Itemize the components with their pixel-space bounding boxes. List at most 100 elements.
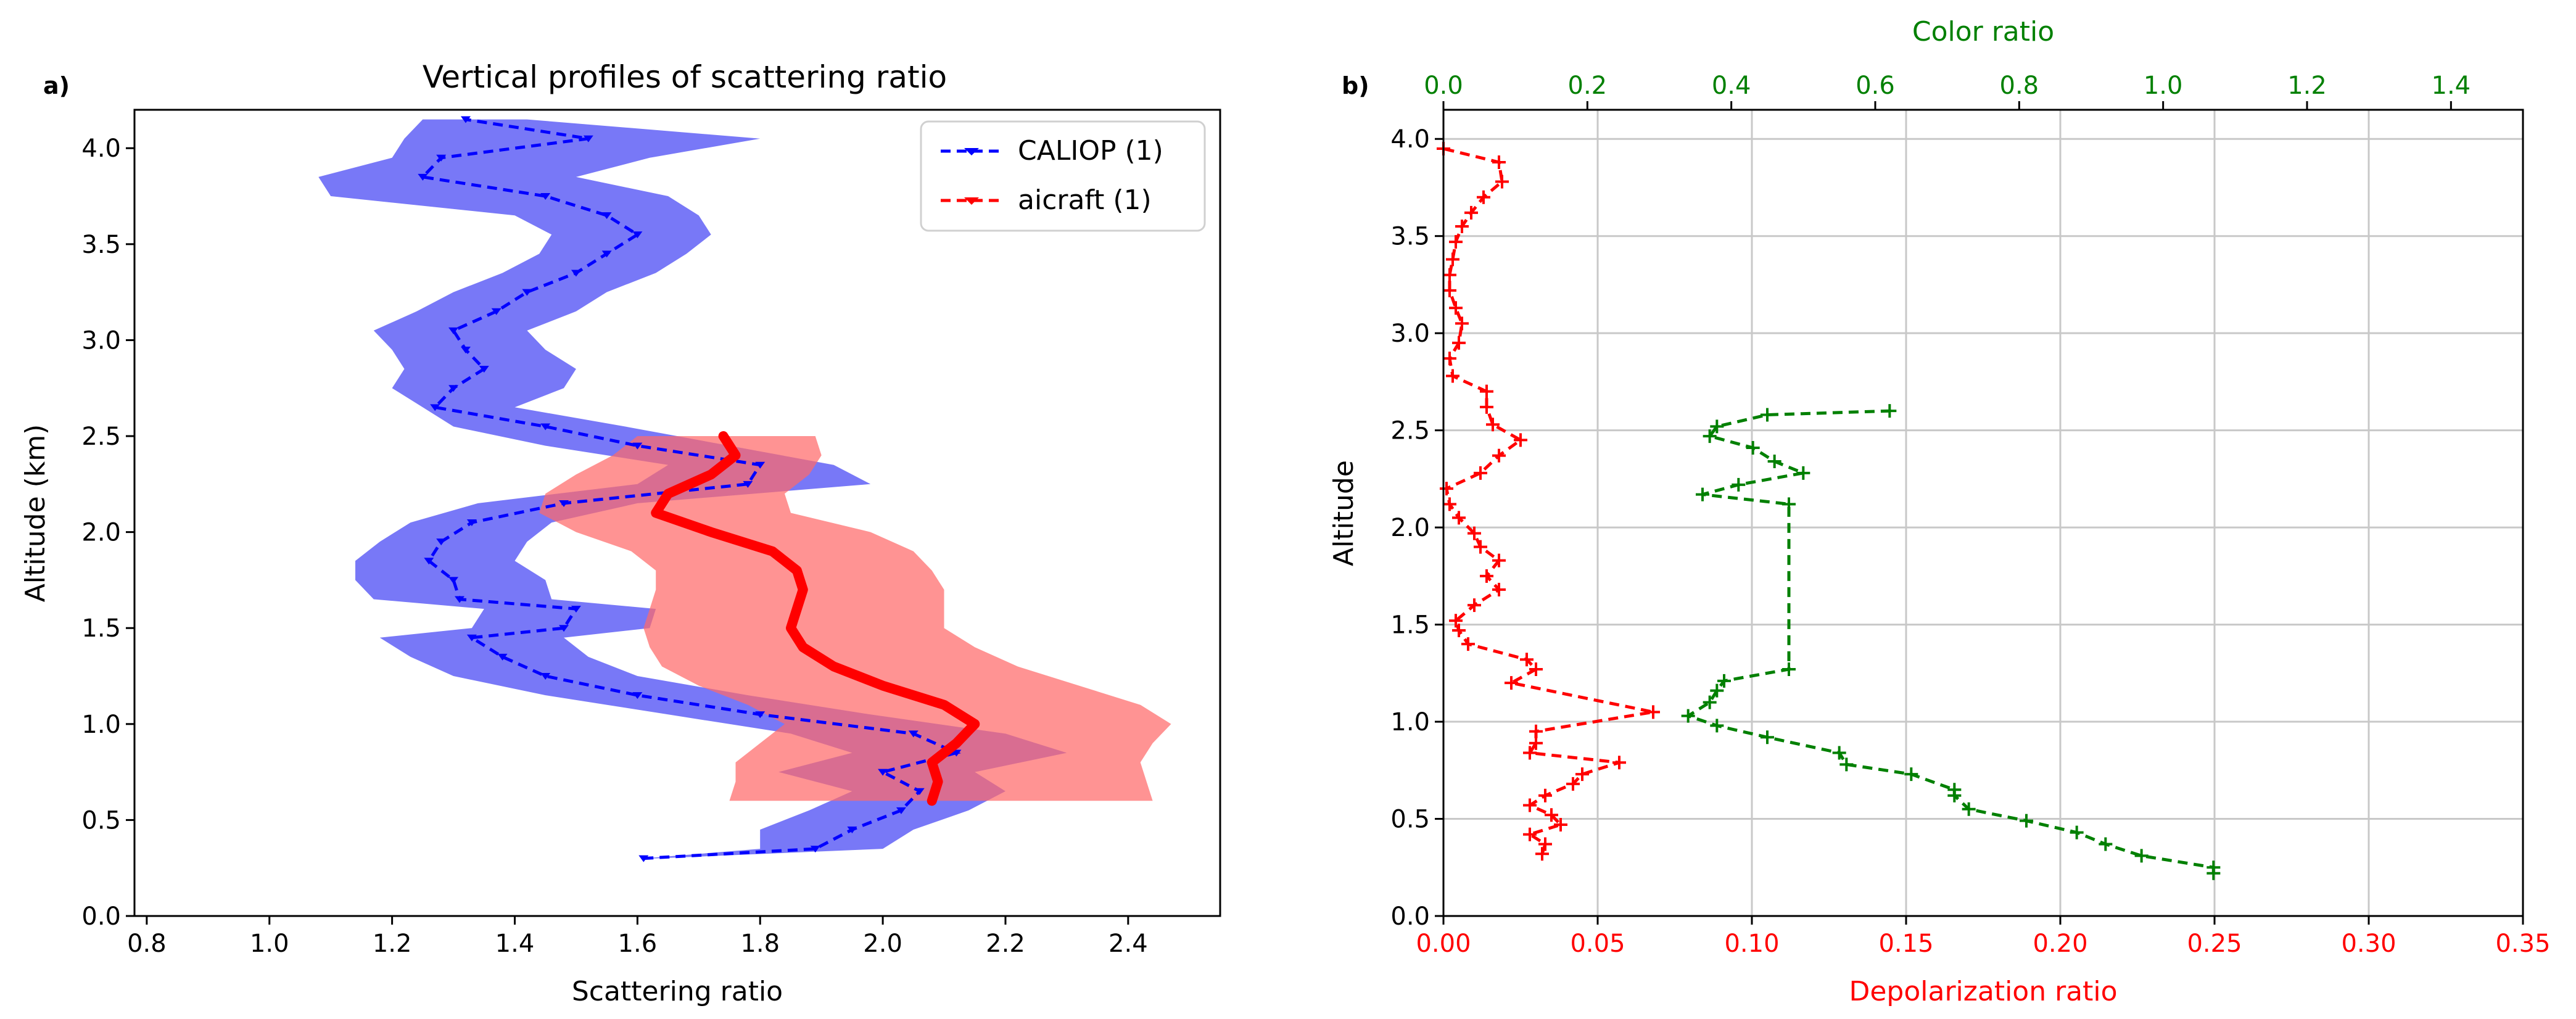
legend-marker-caliop xyxy=(964,148,979,155)
depolarization-point xyxy=(1575,767,1589,782)
depolarization-point xyxy=(1455,316,1469,331)
panel-b-x-ticks-top: 0.0 0.2 0.4 0.6 0.8 1.0 1.2 1.4 xyxy=(1424,72,2471,110)
depolarization-point xyxy=(1446,369,1459,383)
depolarization-point xyxy=(1446,252,1459,266)
x-tick-label: 1.0 xyxy=(250,930,289,958)
caliop-point xyxy=(908,730,919,738)
depolarization-point xyxy=(1486,418,1500,432)
panel-a-label: a) xyxy=(43,72,70,99)
caliop-point xyxy=(810,846,820,853)
caliop-point xyxy=(479,366,489,373)
color-ratio-point xyxy=(1703,695,1717,709)
caliop-point xyxy=(632,231,643,239)
depolarization-point xyxy=(1474,540,1487,554)
caliop-point xyxy=(755,711,766,719)
x-tick-label-bottom: 0.10 xyxy=(1724,930,1779,958)
y-tick-label: 3.0 xyxy=(81,326,121,355)
depolarization-point xyxy=(1529,662,1543,677)
y-tick-label: 2.5 xyxy=(1390,417,1430,445)
panel-a-x-ticks: 0.8 1.0 1.2 1.4 1.6 1.8 2.0 2.2 2.4 xyxy=(127,916,1148,958)
x-tick-label-top: 1.2 xyxy=(2287,72,2327,100)
caliop-point xyxy=(559,500,569,507)
x-tick-label: 1.4 xyxy=(495,930,535,958)
caliop-point xyxy=(522,289,532,296)
depolarization-point xyxy=(1480,384,1493,398)
depolarization-point xyxy=(1535,847,1549,861)
caliop-point xyxy=(896,807,906,814)
panel-a-axes-frame xyxy=(133,109,1221,917)
x-tick-label-bottom: 0.20 xyxy=(2033,930,2087,958)
panel-b-lines xyxy=(1437,141,2221,880)
x-tick-label-top: 0.6 xyxy=(1856,72,1895,100)
depolarization-profile-line xyxy=(1443,147,1654,854)
depolarization-point xyxy=(1505,676,1518,690)
caliop-point xyxy=(424,558,434,565)
y-tick-label: 2.0 xyxy=(81,519,121,547)
panel-b-axes-frame xyxy=(1442,109,2524,917)
caliop-point xyxy=(460,346,471,353)
panel-b-x-label-top: Color ratio xyxy=(1912,16,2054,47)
y-tick-label: 2.0 xyxy=(1390,514,1430,542)
caliop-point xyxy=(491,308,502,315)
depolarization-point xyxy=(1520,653,1534,667)
color-ratio-point xyxy=(1782,662,1796,677)
caliop-point xyxy=(638,855,649,862)
caliop-point xyxy=(571,606,581,613)
legend-marker-aircraft xyxy=(964,197,979,205)
color-ratio-point xyxy=(1732,477,1746,492)
depolarization-point xyxy=(1495,175,1509,189)
legend-frame xyxy=(920,120,1206,232)
depolarization-point xyxy=(1538,788,1552,802)
color-ratio-point xyxy=(2070,825,2084,840)
x-tick-label-top: 1.4 xyxy=(2432,72,2471,100)
panel-a-lines xyxy=(418,116,980,862)
color-ratio-point xyxy=(1782,497,1796,511)
depolarization-point xyxy=(1523,827,1537,841)
y-tick-label: 1.0 xyxy=(81,711,121,739)
caliop-point xyxy=(497,653,508,661)
color-ratio-point xyxy=(1962,802,1976,816)
depolarization-point xyxy=(1492,553,1506,567)
panel-b: b) 0.00 0.05 0.10 0.15 0.20 0.25 0.30 0.35 0.0 0… xyxy=(1328,16,2551,1007)
color-ratio-point xyxy=(1883,404,1897,418)
depolarization-point xyxy=(1474,466,1487,480)
caliop-point xyxy=(436,154,447,162)
panel-b-x-ticks-bottom: 0.00 0.05 0.10 0.15 0.20 0.25 0.30 0.35 xyxy=(1416,916,2551,958)
caliop-point xyxy=(418,173,428,181)
depolarization-point xyxy=(1538,837,1552,851)
caliop-point xyxy=(540,193,551,200)
panel-a-y-ticks: 0.0 0.5 1.0 1.5 2.0 2.5 3.0 3.5 4.0 xyxy=(81,134,134,931)
y-tick-label: 0.5 xyxy=(1390,806,1430,834)
color-ratio-point xyxy=(1710,719,1724,733)
panel-a: a) Vertical profiles of scattering ratio… xyxy=(20,59,1221,1007)
color-ratio-point xyxy=(1761,730,1774,745)
caliop-point xyxy=(914,788,925,795)
color-ratio-point xyxy=(1947,783,1962,797)
y-tick-label: 1.0 xyxy=(1390,708,1430,736)
x-tick-label-bottom: 0.35 xyxy=(2495,930,2550,958)
caliop-point xyxy=(571,270,581,277)
color-ratio-point xyxy=(1761,408,1774,422)
depolarization-point xyxy=(1443,497,1456,511)
depolarization-point xyxy=(1443,352,1456,366)
caliop-point xyxy=(448,385,459,392)
depolarization-point xyxy=(1449,614,1463,628)
depolarization-point xyxy=(1492,155,1506,170)
legend-label-aircraft: aicraft (1) xyxy=(1018,184,1152,216)
x-tick-label: 1.2 xyxy=(373,930,412,958)
depolarization-point xyxy=(1452,336,1466,350)
depolarization-point xyxy=(1461,637,1475,651)
color-ratio-point xyxy=(1796,466,1810,480)
depolarization-point xyxy=(1449,301,1463,315)
x-tick-label-top: 0.0 xyxy=(1424,72,1463,100)
caliop-point xyxy=(583,135,593,142)
color-ratio-point xyxy=(1717,674,1731,688)
y-tick-label: 3.0 xyxy=(1390,320,1430,348)
x-tick-label-bottom: 0.05 xyxy=(1570,930,1625,958)
caliop-point xyxy=(430,404,440,411)
depolarization-point xyxy=(1452,624,1466,638)
depolarization-point xyxy=(1443,268,1456,282)
y-tick-label: 0.0 xyxy=(81,902,121,931)
color-ratio-point xyxy=(1839,757,1854,772)
caliop-point xyxy=(632,692,643,699)
